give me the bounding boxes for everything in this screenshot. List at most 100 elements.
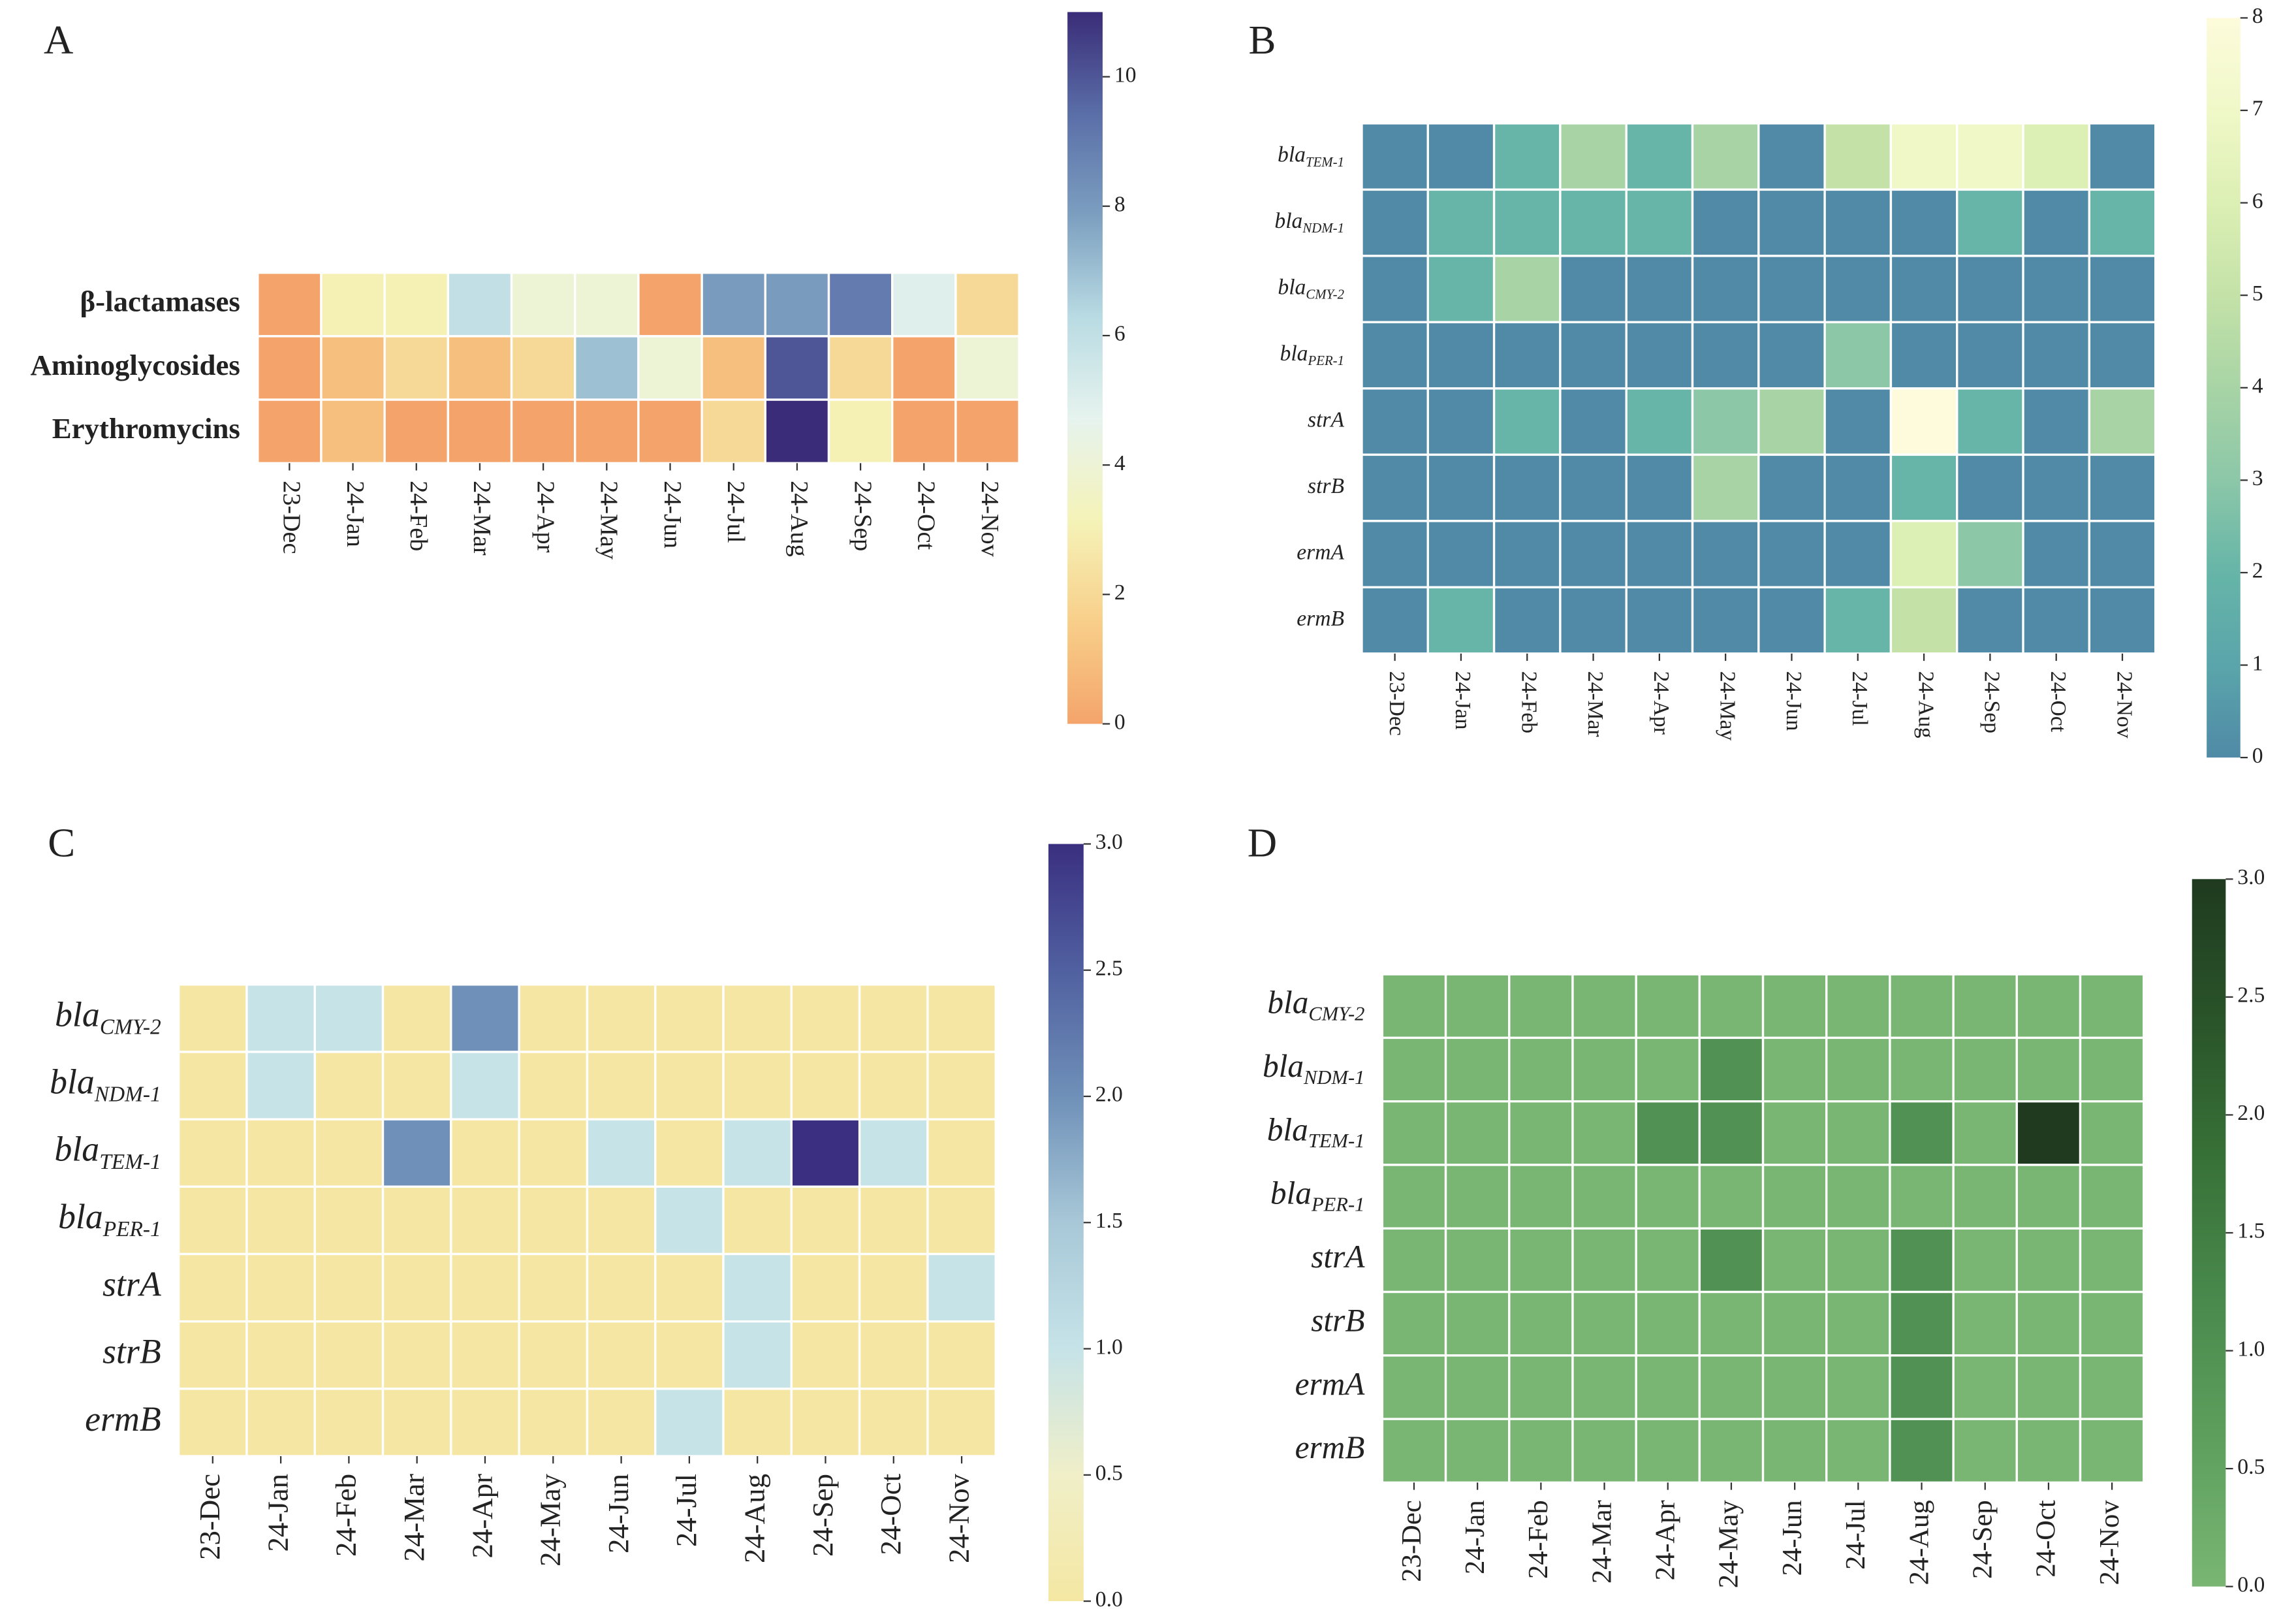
- heatmap-cell: [1426, 586, 1496, 655]
- colorbar-tick-label: 1: [2252, 651, 2263, 675]
- heatmap-cell: [2022, 453, 2091, 522]
- heatmap-cell: [1571, 1290, 1637, 1357]
- heatmap-cell: [1381, 1227, 1447, 1294]
- heatmap-cell: [1698, 1036, 1765, 1103]
- x-tick-label: 24-Jun: [602, 1474, 635, 1553]
- heatmap-cell: [2088, 188, 2157, 257]
- heatmap-cell: [1559, 453, 1628, 522]
- heatmap-cell: [1889, 1354, 1955, 1420]
- heatmap-cell: [1757, 387, 1826, 456]
- heatmap-cell: [313, 1388, 385, 1457]
- heatmap-cell: [518, 1320, 589, 1390]
- row-label: blaTEM-1: [1278, 142, 1344, 169]
- heatmap-cell: [1698, 1418, 1765, 1484]
- heatmap-cell: [2015, 973, 2082, 1040]
- heatmap-cell: [1825, 1164, 1891, 1230]
- heatmap-cell: [381, 1388, 452, 1457]
- heatmap-cell: [827, 398, 894, 464]
- colorbar-tick-label: 6: [2252, 189, 2263, 213]
- heatmap-cell: [177, 1252, 248, 1323]
- heatmap-cell: [2088, 586, 2157, 655]
- x-tick-label: 24-Feb: [1523, 1500, 1554, 1579]
- heatmap-cell: [1823, 255, 1893, 324]
- x-tick-label: 24-May: [1714, 1500, 1744, 1589]
- heatmap-cell: [1761, 1354, 1828, 1420]
- heatmap-cell: [700, 272, 767, 338]
- heatmap-cell: [858, 1320, 929, 1390]
- row-label: blaTEM-1: [1267, 1112, 1365, 1152]
- heatmap-cell: [2088, 453, 2157, 522]
- heatmap-cell: [858, 1388, 929, 1457]
- heatmap-cell: [177, 1051, 248, 1121]
- heatmap-cell: [1698, 1164, 1765, 1230]
- heatmap-cell: [1635, 1164, 1701, 1230]
- x-tick-label: 24-Jan: [1460, 1500, 1490, 1574]
- x-tick-label: 24-Nov: [2094, 1500, 2125, 1585]
- x-tick-label: 24-Aug: [1913, 671, 1938, 739]
- heatmap-cell: [926, 983, 997, 1053]
- heatmap-cell: [1698, 1354, 1765, 1420]
- x-tick-label: 24-Nov: [976, 481, 1003, 557]
- heatmap-cell: [1571, 1100, 1637, 1166]
- row-label-base: bla: [58, 1197, 103, 1236]
- heatmap-cell: [383, 272, 450, 338]
- heatmap-cell: [954, 272, 1020, 338]
- colorbar-tick-label: 0.5: [1095, 1461, 1123, 1486]
- heatmap-cell: [790, 1252, 861, 1323]
- colorbar-tick-label: 3: [2252, 466, 2263, 490]
- heatmap-cell: [1508, 1036, 1574, 1103]
- heatmap-cell: [1757, 586, 1826, 655]
- heatmap-cell: [450, 1118, 520, 1188]
- heatmap-cell: [1698, 1290, 1765, 1357]
- heatmap-cell: [1492, 453, 1562, 522]
- heatmap-cell: [764, 272, 830, 338]
- heatmap-cell: [381, 983, 452, 1053]
- row-label-sub: TEM-1: [1306, 154, 1344, 170]
- row-label-base: bla: [1270, 1175, 1312, 1211]
- heatmap-cell: [245, 1252, 316, 1323]
- heatmap-cell: [313, 1051, 385, 1121]
- heatmap-cell: [2022, 122, 2091, 191]
- colorbar-tick-label: 4: [1114, 451, 1125, 475]
- heatmap-cell: [2022, 520, 2091, 589]
- heatmap-cell: [891, 272, 957, 338]
- heatmap-cell: [2015, 1036, 2082, 1103]
- colorbar-tick-label: 2.0: [2237, 1101, 2265, 1125]
- row-label-sub: TEM-1: [1308, 1130, 1365, 1152]
- row-label-base: bla: [1280, 342, 1308, 366]
- heatmap-cell: [858, 1252, 929, 1323]
- heatmap-cell: [790, 1185, 861, 1256]
- heatmap-cell: [637, 398, 703, 464]
- heatmap-cell: [450, 1051, 520, 1121]
- heatmap-cell: [1492, 387, 1562, 456]
- x-tick-label: 24-Jun: [1782, 671, 1806, 731]
- heatmap-cell: [926, 1118, 997, 1188]
- heatmap-cell: [1508, 1290, 1574, 1357]
- row-label-base: bla: [1267, 985, 1308, 1021]
- heatmap-cell: [1757, 321, 1826, 390]
- heatmap-cell: [637, 272, 703, 338]
- heatmap-cell: [1691, 520, 1760, 589]
- colorbar: [2192, 879, 2226, 1587]
- heatmap-cell: [1691, 255, 1760, 324]
- row-label-sub: TEM-1: [99, 1150, 161, 1174]
- heatmap-cell: [257, 335, 322, 401]
- heatmap-cell: [2015, 1418, 2082, 1484]
- heatmap-cell: [1691, 188, 1760, 257]
- heatmap-cell: [1825, 1418, 1891, 1484]
- heatmap-cell: [2015, 1290, 2082, 1357]
- x-tick-label: 24-Nov: [2112, 671, 2136, 739]
- x-tick-label: 23-Dec: [1385, 671, 1409, 736]
- heatmap-cell: [313, 1185, 385, 1256]
- heatmap-cell: [518, 1388, 589, 1457]
- heatmap-cell: [1757, 188, 1826, 257]
- heatmap-cell: [586, 1051, 657, 1121]
- x-tick-label: 24-Jul: [1840, 1500, 1871, 1570]
- heatmap-cell: [1444, 1164, 1511, 1230]
- row-label-sub: NDM-1: [1303, 1066, 1364, 1089]
- heatmap-cell: [381, 1252, 452, 1323]
- x-tick-label: 24-Apr: [531, 481, 559, 552]
- heatmap-cell: [2088, 321, 2157, 390]
- heatmap-cell: [1761, 1290, 1828, 1357]
